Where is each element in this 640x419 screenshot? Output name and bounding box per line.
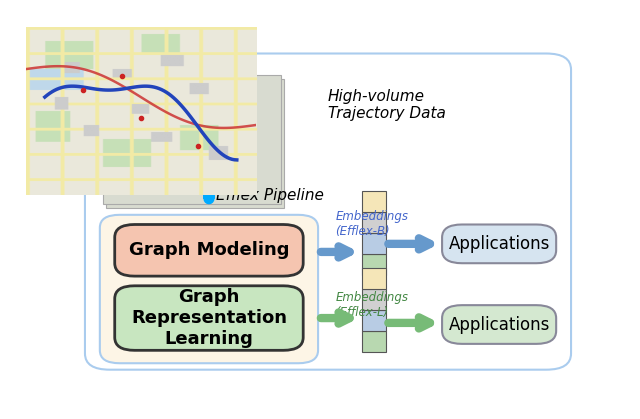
Bar — [362, 212, 385, 233]
Text: Graph
Representation
Learning: Graph Representation Learning — [131, 288, 287, 348]
Text: High-volume
Trajectory Data: High-volume Trajectory Data — [328, 89, 446, 122]
Bar — [362, 191, 385, 212]
Text: Applications: Applications — [449, 316, 550, 334]
FancyBboxPatch shape — [442, 305, 556, 344]
Text: Embeddings
(Efflex-B): Embeddings (Efflex-B) — [335, 210, 408, 238]
FancyBboxPatch shape — [115, 225, 303, 276]
Bar — [362, 233, 385, 253]
FancyBboxPatch shape — [100, 215, 318, 363]
Text: Embeddings
(Efflex-L): Embeddings (Efflex-L) — [335, 291, 408, 318]
Bar — [362, 253, 385, 274]
Bar — [362, 289, 385, 310]
FancyBboxPatch shape — [442, 225, 556, 263]
Text: Applications: Applications — [449, 235, 550, 253]
Bar — [362, 331, 385, 352]
Text: Efflex Pipeline: Efflex Pipeline — [216, 188, 324, 202]
Bar — [103, 75, 282, 204]
Bar — [106, 79, 284, 208]
Bar — [362, 310, 385, 331]
FancyBboxPatch shape — [115, 286, 303, 350]
FancyBboxPatch shape — [85, 54, 571, 370]
Text: Graph Modeling: Graph Modeling — [129, 241, 289, 259]
Bar — [362, 268, 385, 289]
